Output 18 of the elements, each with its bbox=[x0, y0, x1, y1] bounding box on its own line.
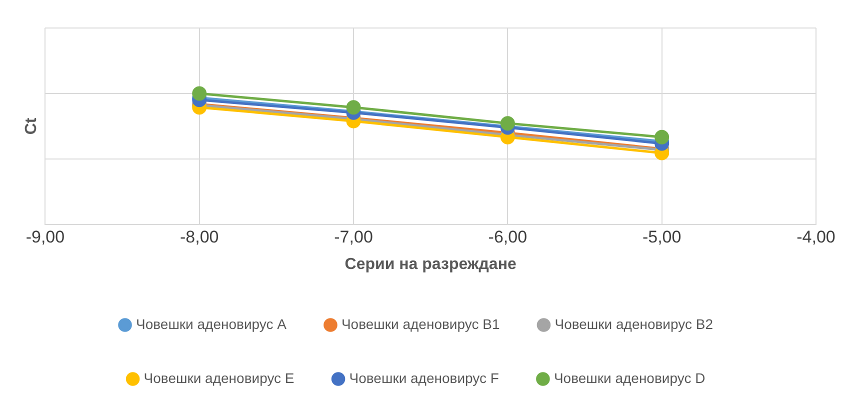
x-axis-title: Серии на разреждане bbox=[344, 256, 516, 273]
legend-label: Човешки аденовирус B2 bbox=[554, 316, 714, 332]
y-axis-title: Ct bbox=[23, 117, 40, 135]
x-tick-label: -5,00 bbox=[642, 227, 682, 246]
point bbox=[192, 86, 207, 101]
point bbox=[500, 116, 515, 131]
point bbox=[654, 130, 670, 144]
legend-label: Човешки аденовирус F bbox=[349, 370, 499, 386]
x-tick-label: -8,00 bbox=[180, 227, 219, 246]
x-tick-label: -6,00 bbox=[488, 227, 528, 246]
x-tick-label: -9,00 bbox=[26, 227, 65, 246]
point bbox=[346, 100, 361, 115]
x-tick-label: -7,00 bbox=[334, 227, 373, 246]
x-tick-label: -4,00 bbox=[796, 227, 836, 246]
legend-label: Човешки аденовирус A bbox=[136, 316, 288, 332]
legend-label: Човешки аденовирус B1 bbox=[341, 316, 500, 332]
legend-label: Човешки аденовирус E bbox=[144, 370, 294, 386]
legend-label: Човешки аденовирус D bbox=[554, 370, 706, 386]
